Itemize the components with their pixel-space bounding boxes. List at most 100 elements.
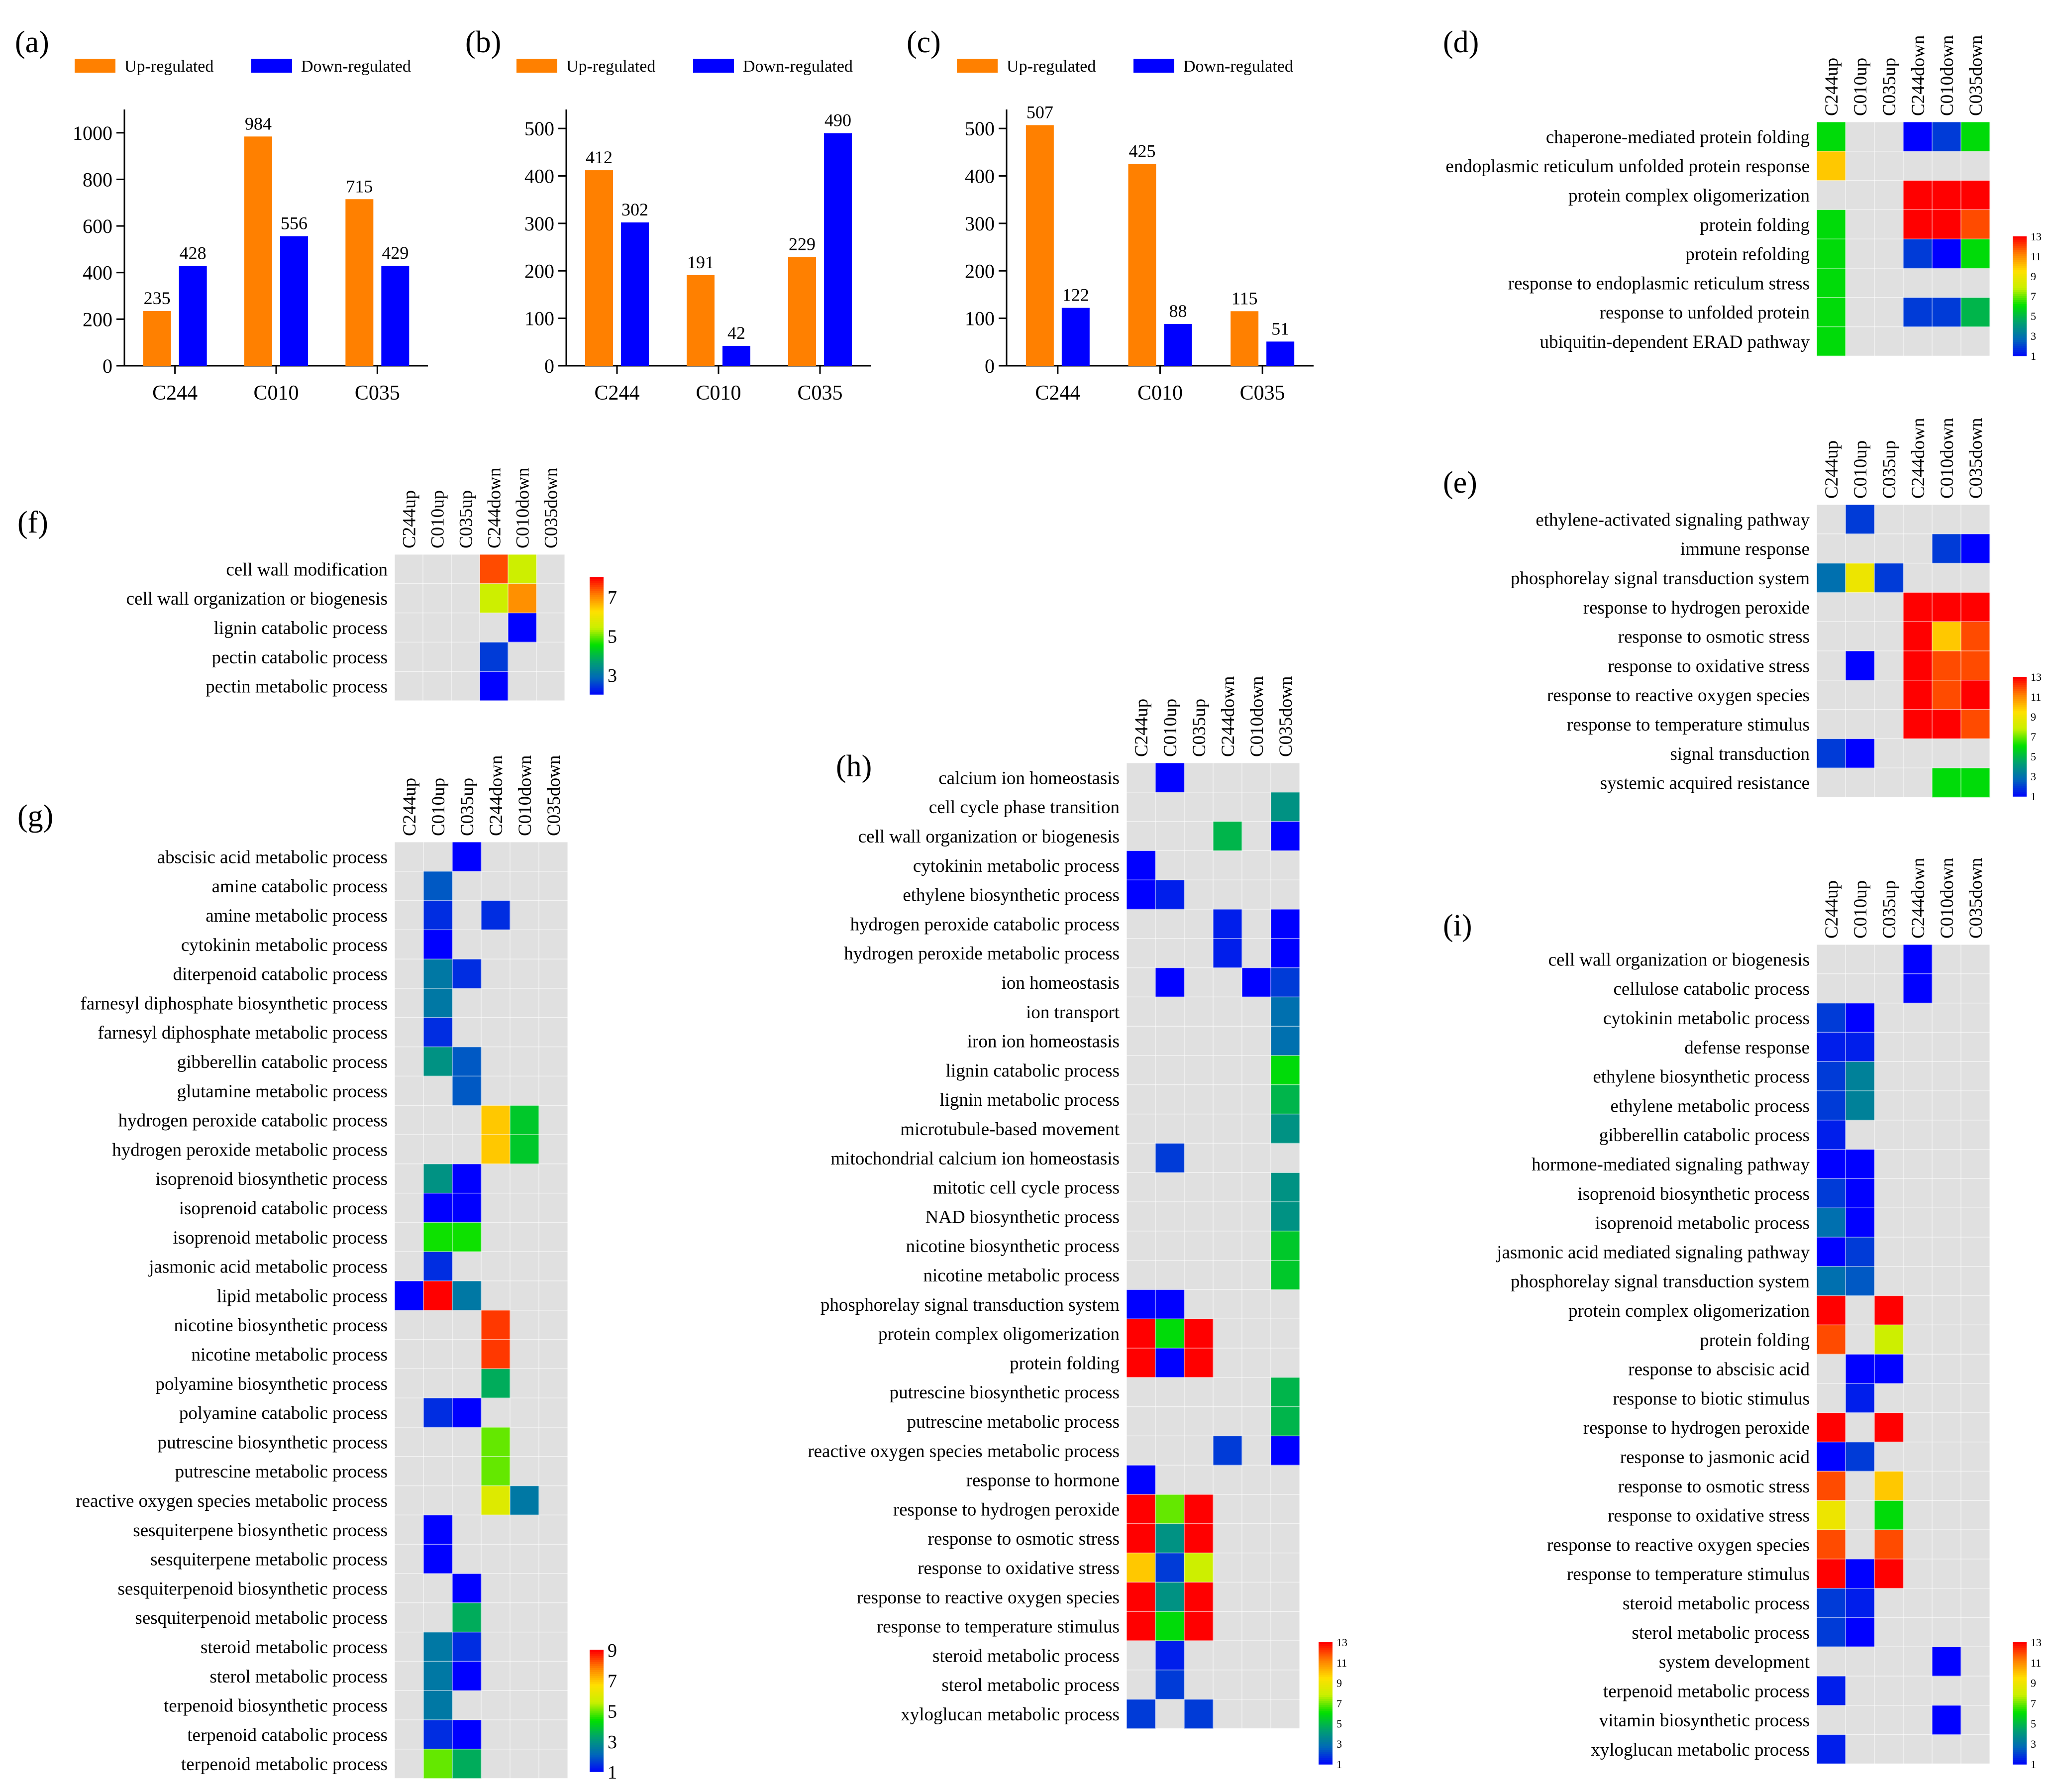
heatmap-cell xyxy=(452,1661,482,1691)
heatmap-cell xyxy=(1127,850,1156,880)
heatmap-cell xyxy=(510,1485,539,1515)
heatmap-cell xyxy=(1903,945,1933,974)
color-scale-segment xyxy=(2013,792,2027,795)
row-label: response to osmotic stress xyxy=(928,1529,1120,1549)
heatmap-cell xyxy=(1961,297,1990,327)
bar-panel-2: (c) 0 100 200 300 400 500 Up-regulated Down-regu… xyxy=(907,25,1314,405)
y-tick-label: 100 xyxy=(524,308,554,330)
row-label: putrescine biosynthetic process xyxy=(158,1432,388,1453)
row-label: sterol metabolic process xyxy=(941,1675,1120,1695)
color-scale-segment xyxy=(1319,1737,1333,1740)
row-label: phosphorelay signal transduction system xyxy=(821,1295,1120,1315)
heatmap-cell xyxy=(423,1398,453,1428)
color-scale-segment xyxy=(2013,282,2027,285)
bar-value-label: 302 xyxy=(621,200,648,219)
color-scale-segment xyxy=(590,579,604,582)
heatmap-cell xyxy=(1213,909,1242,939)
heatmap-cell xyxy=(1184,1553,1214,1582)
heatmap-cell xyxy=(1903,180,1933,210)
color-scale-tick-label: 5 xyxy=(2031,750,2036,763)
color-scale-segment xyxy=(2013,260,2027,263)
color-scale-segment xyxy=(2013,336,2027,338)
bar-value-label: 115 xyxy=(1231,288,1258,308)
color-scale-segment xyxy=(2013,262,2027,265)
color-scale-segment xyxy=(2013,1669,2027,1671)
heatmap-cell xyxy=(1271,1377,1300,1407)
row-label: polyamine catabolic process xyxy=(179,1403,388,1424)
bar xyxy=(1026,125,1054,366)
heatmap-cell xyxy=(452,1632,482,1662)
color-scale-tick-label: 7 xyxy=(1336,1697,1342,1710)
color-scale-segment xyxy=(1319,1713,1333,1716)
heatmap-cell xyxy=(510,1105,539,1135)
color-scale-segment xyxy=(590,612,604,615)
panel-label: (h) xyxy=(836,749,872,783)
column-header: C244up xyxy=(400,778,420,836)
color-scale-segment xyxy=(590,1723,604,1725)
color-scale-tick-label: 5 xyxy=(2031,310,2036,322)
row-label: ion homeostasis xyxy=(1002,973,1120,993)
color-scale-segment xyxy=(1319,1721,1333,1724)
color-scale-segment xyxy=(2013,346,2027,348)
heatmap-cell xyxy=(480,583,509,614)
color-scale-segment xyxy=(590,1660,604,1663)
color-scale-segment xyxy=(2013,312,2027,315)
row-label: hydrogen peroxide metabolic process xyxy=(112,1140,388,1160)
heatmap-cell xyxy=(1127,1289,1156,1319)
bar-value-label: 556 xyxy=(281,213,308,233)
row-label: cell cycle phase transition xyxy=(929,797,1120,818)
x-tick-label: C244 xyxy=(1035,382,1080,405)
color-scale-segment xyxy=(590,583,604,586)
column-header: C010up xyxy=(428,778,449,836)
color-scale-tick-label: 13 xyxy=(2031,230,2042,243)
bar-panel-0: (a) 0 200 400 600 800 1000 Up-regulated Down-reg… xyxy=(15,25,428,405)
color-scale-segment xyxy=(2013,742,2027,745)
column-header: C244up xyxy=(1131,699,1152,757)
row-label: protein folding xyxy=(1700,1330,1810,1351)
bar xyxy=(824,133,852,366)
color-scale-segment xyxy=(2013,1656,2027,1659)
heatmap-cell xyxy=(1242,967,1271,997)
color-scale-segment xyxy=(590,1700,604,1703)
color-scale-segment xyxy=(2013,330,2027,332)
heatmap-cell xyxy=(452,842,482,872)
color-scale-segment xyxy=(2013,1735,2027,1738)
heatmap-cell xyxy=(1817,1500,1846,1530)
color-scale-tick-label: 3 xyxy=(2031,770,2036,783)
x-tick-label: C035 xyxy=(355,382,400,405)
heatmap-cell xyxy=(1874,1530,1904,1560)
heatmap-cell xyxy=(1213,1436,1242,1466)
color-scale-segment xyxy=(590,686,604,689)
color-scale-segment xyxy=(2013,1687,2027,1689)
heatmap-cell xyxy=(1127,880,1156,910)
heatmap-cell xyxy=(1846,1588,1875,1618)
bar xyxy=(345,199,374,366)
color-scale-segment xyxy=(2013,687,2027,689)
row-label: response to temperature stimulus xyxy=(1567,1564,1810,1584)
heatmap-cell xyxy=(452,1574,482,1603)
heatmap-cell xyxy=(452,1047,482,1076)
heatmap-cell xyxy=(423,1515,453,1545)
color-scale-segment xyxy=(590,671,604,673)
color-scale-segment xyxy=(590,1688,604,1691)
color-scale-segment xyxy=(2013,240,2027,243)
color-scale-segment xyxy=(1319,1750,1333,1753)
heatmap-cell xyxy=(1846,1237,1875,1267)
heatmap-cell xyxy=(1155,967,1185,997)
color-scale-segment xyxy=(590,1712,604,1715)
color-scale-segment xyxy=(1319,1646,1333,1649)
heatmap-cell xyxy=(480,671,509,701)
bar xyxy=(1231,311,1259,366)
color-scale-segment xyxy=(2013,699,2027,701)
color-scale-segment xyxy=(2013,302,2027,305)
color-scale-segment xyxy=(2013,1679,2027,1682)
row-label: ethylene-activated signaling pathway xyxy=(1536,510,1810,530)
row-label: diterpenoid catabolic process xyxy=(173,964,388,985)
heatmap-cell xyxy=(1817,151,1846,181)
color-scale-segment xyxy=(1319,1752,1333,1755)
color-scale-segment xyxy=(1319,1740,1333,1742)
color-scale-segment xyxy=(590,637,604,640)
color-scale-segment xyxy=(1319,1711,1333,1714)
x-tick-label: C010 xyxy=(253,382,299,405)
color-scale-segment xyxy=(2013,715,2027,717)
